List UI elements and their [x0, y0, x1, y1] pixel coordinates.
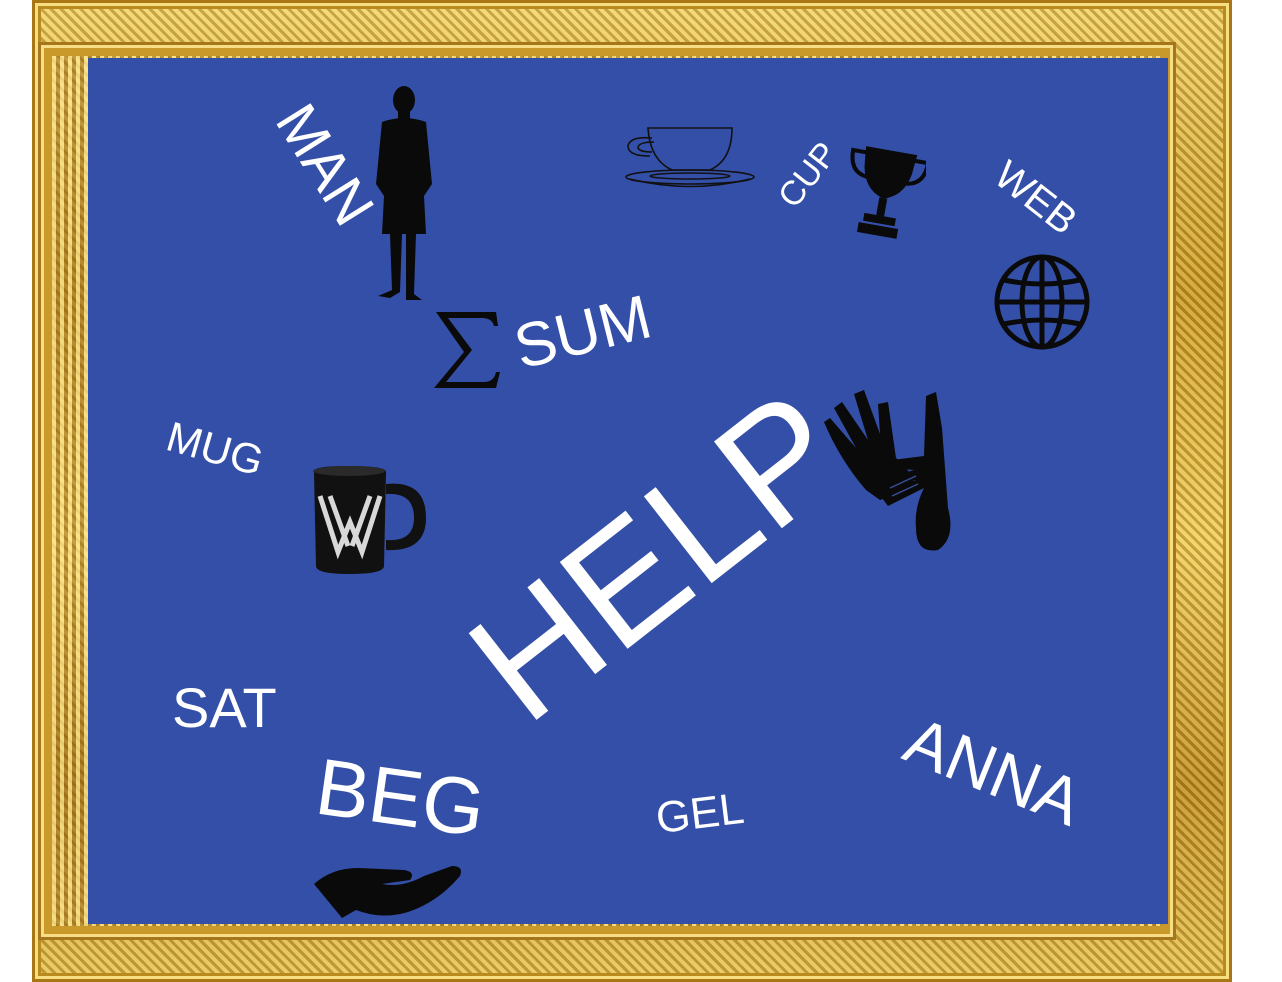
word-mug[interactable]: MUG: [161, 412, 269, 485]
word-sum[interactable]: SUM: [507, 282, 658, 383]
trophy-icon[interactable]: [842, 144, 926, 244]
word-cup[interactable]: CUP: [770, 135, 845, 215]
word-beg[interactable]: BEG: [310, 741, 491, 854]
mug-icon[interactable]: [308, 462, 432, 578]
man-silhouette-icon[interactable]: [370, 84, 440, 306]
open-hand-icon[interactable]: [312, 854, 464, 920]
word-sat[interactable]: SAT: [172, 676, 277, 739]
word-board: MAN SUM: [88, 58, 1168, 924]
word-anna[interactable]: ANNA: [894, 702, 1093, 840]
sigma-icon[interactable]: [432, 310, 502, 390]
teacup-icon[interactable]: [620, 122, 756, 192]
word-man[interactable]: MAN: [263, 92, 387, 237]
word-gel[interactable]: GEL: [653, 783, 747, 844]
globe-icon[interactable]: [992, 252, 1092, 352]
word-help[interactable]: HELP: [436, 356, 877, 755]
helping-hands-icon[interactable]: [820, 388, 960, 554]
word-web[interactable]: WEB: [986, 152, 1086, 244]
